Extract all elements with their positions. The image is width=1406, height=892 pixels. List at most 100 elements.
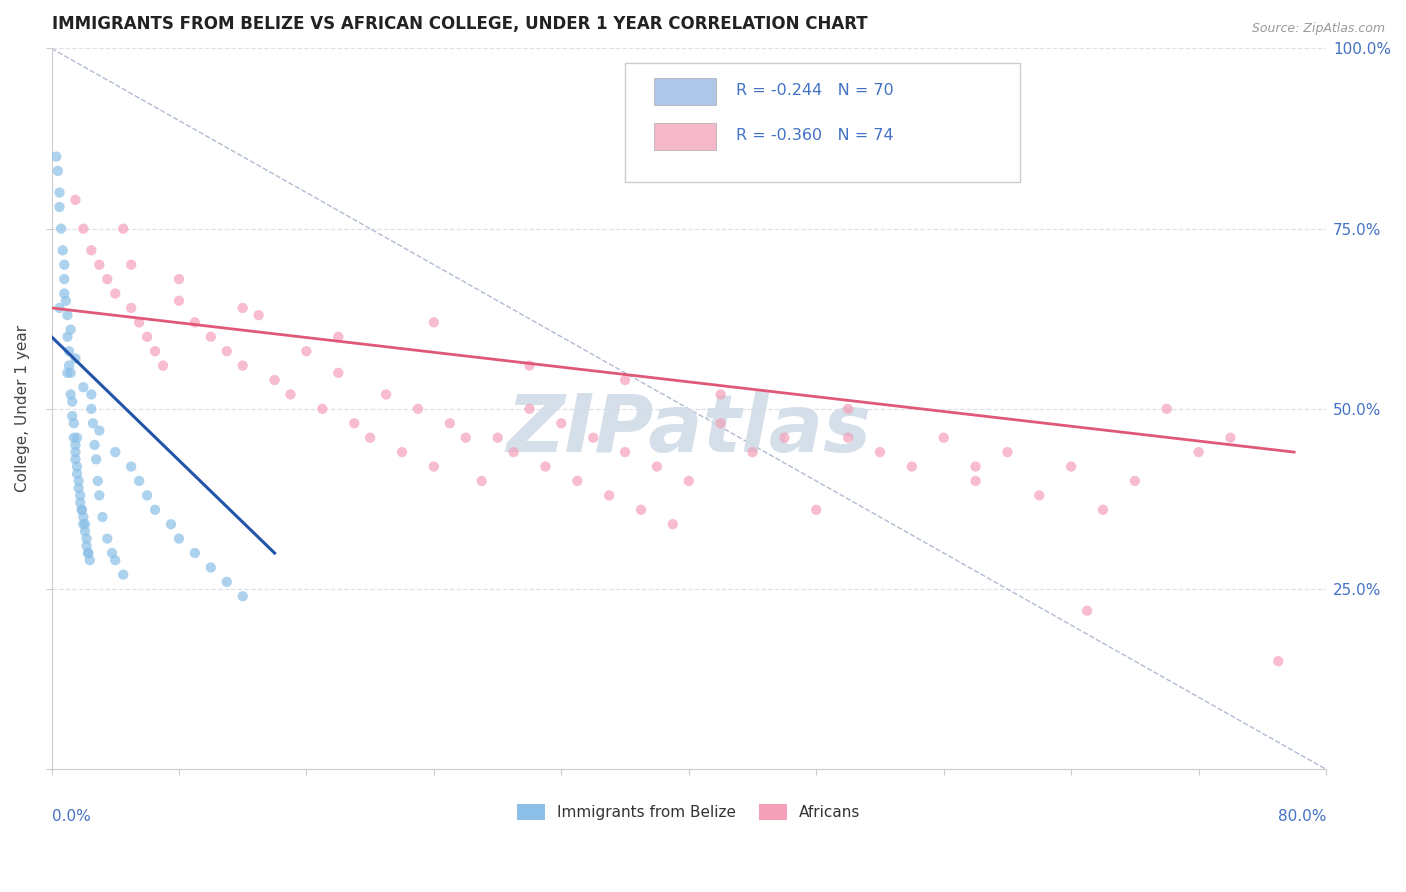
- Point: [72, 221, 94, 235]
- Point: [567, 474, 589, 488]
- Point: [77, 546, 100, 560]
- Point: [70, 503, 93, 517]
- Point: [77, 546, 100, 560]
- Bar: [654, 78, 716, 105]
- Text: ZIPatlas: ZIPatlas: [506, 392, 872, 469]
- Point: [128, 474, 150, 488]
- Point: [423, 459, 446, 474]
- Point: [65, 193, 87, 207]
- Point: [72, 510, 94, 524]
- Point: [1028, 488, 1050, 502]
- Point: [167, 293, 190, 308]
- Point: [73, 524, 96, 539]
- Point: [471, 474, 494, 488]
- Point: [311, 401, 333, 416]
- Point: [232, 589, 254, 603]
- Point: [997, 445, 1019, 459]
- Text: R = -0.244   N = 70: R = -0.244 N = 70: [735, 84, 894, 98]
- Point: [406, 401, 429, 416]
- Point: [423, 315, 446, 329]
- Text: IMMIGRANTS FROM BELIZE VS AFRICAN COLLEGE, UNDER 1 YEAR CORRELATION CHART: IMMIGRANTS FROM BELIZE VS AFRICAN COLLEG…: [52, 15, 868, 33]
- Point: [741, 445, 763, 459]
- Point: [215, 344, 238, 359]
- Y-axis label: College, Under 1 year: College, Under 1 year: [15, 326, 30, 492]
- Text: 0.0%: 0.0%: [52, 809, 90, 824]
- Point: [73, 517, 96, 532]
- Point: [82, 417, 104, 431]
- Point: [112, 567, 135, 582]
- Point: [63, 417, 86, 431]
- Point: [84, 452, 107, 467]
- Point: [143, 503, 166, 517]
- Point: [710, 387, 733, 401]
- Point: [69, 495, 91, 509]
- Point: [49, 221, 72, 235]
- Point: [167, 532, 190, 546]
- Point: [167, 272, 190, 286]
- Point: [534, 459, 557, 474]
- Point: [502, 445, 524, 459]
- Bar: [654, 123, 716, 150]
- Point: [56, 366, 79, 380]
- Point: [136, 330, 159, 344]
- Point: [837, 401, 859, 416]
- Point: [630, 503, 652, 517]
- Point: [678, 474, 700, 488]
- Point: [1267, 654, 1289, 668]
- Point: [662, 517, 685, 532]
- Point: [104, 286, 127, 301]
- Point: [869, 445, 891, 459]
- Point: [45, 150, 67, 164]
- Point: [901, 459, 924, 474]
- Point: [152, 359, 174, 373]
- Point: [614, 373, 637, 387]
- Point: [1123, 474, 1146, 488]
- Point: [59, 322, 82, 336]
- Point: [67, 481, 90, 495]
- Point: [773, 431, 796, 445]
- Point: [486, 431, 509, 445]
- Point: [136, 488, 159, 502]
- Point: [519, 359, 541, 373]
- Point: [645, 459, 668, 474]
- Point: [56, 330, 79, 344]
- Point: [63, 431, 86, 445]
- Point: [83, 438, 105, 452]
- Point: [59, 387, 82, 401]
- Point: [79, 553, 101, 567]
- Point: [96, 272, 118, 286]
- Point: [965, 459, 987, 474]
- Point: [1156, 401, 1178, 416]
- Point: [66, 467, 89, 481]
- Point: [932, 431, 955, 445]
- Point: [550, 417, 572, 431]
- Point: [1219, 431, 1241, 445]
- Point: [837, 431, 859, 445]
- Point: [53, 258, 76, 272]
- Point: [65, 452, 87, 467]
- Point: [104, 445, 127, 459]
- Point: [965, 474, 987, 488]
- Point: [58, 344, 80, 359]
- Point: [76, 532, 98, 546]
- Point: [89, 258, 111, 272]
- FancyBboxPatch shape: [626, 62, 1021, 182]
- Point: [72, 380, 94, 394]
- Point: [66, 459, 89, 474]
- Point: [120, 459, 142, 474]
- Point: [59, 366, 82, 380]
- Point: [87, 474, 110, 488]
- Point: [263, 373, 285, 387]
- Point: [53, 272, 76, 286]
- Point: [328, 366, 350, 380]
- Point: [80, 401, 103, 416]
- Point: [76, 539, 98, 553]
- Point: [60, 409, 83, 423]
- Point: [48, 301, 70, 315]
- Point: [143, 344, 166, 359]
- Text: R = -0.360   N = 74: R = -0.360 N = 74: [735, 128, 894, 144]
- Point: [375, 387, 398, 401]
- Point: [582, 431, 605, 445]
- Point: [184, 546, 207, 560]
- Point: [60, 394, 83, 409]
